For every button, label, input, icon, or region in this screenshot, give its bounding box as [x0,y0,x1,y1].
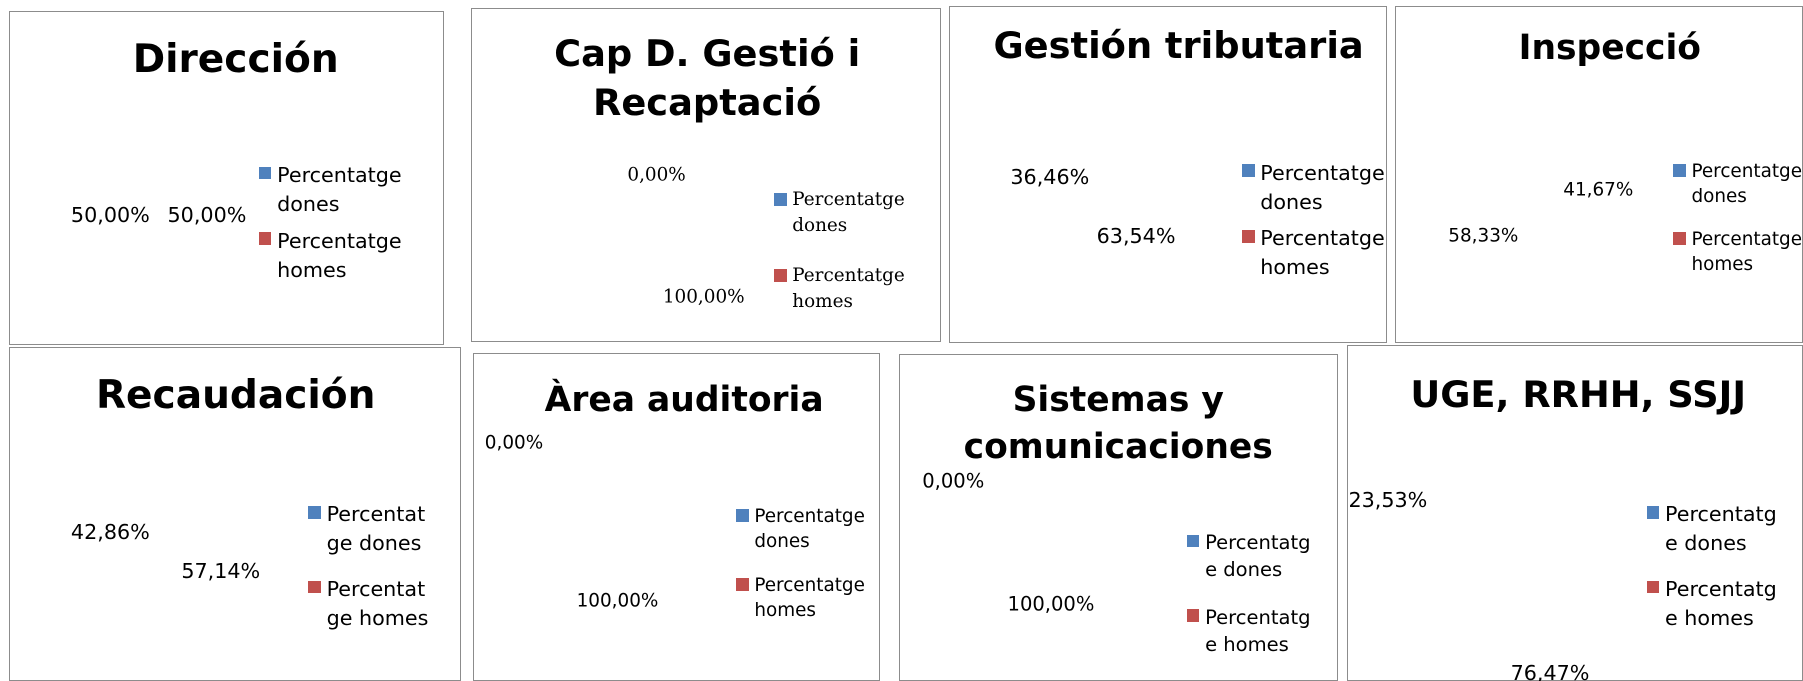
data-label: 100,00% [1007,592,1095,616]
chart-panel [472,353,880,681]
data-label: 0,00% [922,469,985,493]
legend-swatch [1241,229,1255,243]
legend-swatch [308,580,321,594]
chart-panel [9,347,462,681]
legend-label: Percentatge homes [792,265,905,313]
chart-title: Sistemas y comunicaciones [963,380,1273,467]
legend-swatch [773,193,787,206]
legend-label: Percentatge dones [754,505,865,553]
chart-panel [948,5,1387,343]
legend-label: Percentatge dones [792,189,905,237]
legend-swatch [773,269,787,282]
chart-panel [899,354,1339,681]
legend-swatch [1646,505,1660,519]
chart-title: Dirección [132,37,339,83]
legend-swatch [308,505,321,519]
legend-swatch [1673,232,1686,245]
chart-panel [9,11,444,345]
legend-swatch [1241,164,1255,178]
chart-title: Inspecció [1518,28,1701,69]
legend-label: Percentatge dones [1665,502,1777,556]
chart-title: UGE, RRHH, SSJJ [1410,373,1747,417]
legend-swatch [258,232,272,245]
data-label: 41,67% [1563,179,1634,201]
chart-title: Àrea auditoria [544,380,824,421]
legend-swatch [1673,164,1686,178]
data-label: 58,33% [1448,225,1519,247]
legend-label: Percentatge dones [1260,160,1385,214]
legend-label: Percentatge homes [1205,605,1311,657]
legend-label: Percentatge homes [277,228,402,282]
legend-swatch [1186,534,1200,548]
data-label: 63,54% [1096,223,1176,248]
legend-swatch [735,578,749,592]
data-label: 57,14% [181,559,261,584]
chart-title: Gestión tributaria [993,23,1364,67]
legend-swatch [1646,580,1660,594]
data-label: 0,00% [484,432,544,454]
data-label: 23,53% [1348,488,1428,513]
legend-label: Percentatge homes [1691,228,1803,276]
legend-swatch [258,166,272,180]
legend-label: Percentatge dones [277,162,402,216]
data-label: 50,00% [167,203,247,228]
legend-label: Percentatge homes [1665,576,1777,630]
chart-title: Cap D. Gestió i Recaptació [554,31,861,125]
data-label: 100,00% [662,286,745,308]
data-label: 100,00% [576,590,659,612]
legend-label: Percentatge dones [1691,160,1803,208]
data-label: 50,00% [70,203,150,228]
chart-panel [1394,5,1803,343]
data-label: 76,47% [1510,660,1590,681]
data-label: 42,86% [70,520,150,545]
data-label: 0,00% [627,164,686,186]
data-label: 36,46% [1010,165,1090,190]
legend-label: Percentatge dones [1205,530,1311,582]
chart-title: Recaudación [95,373,376,419]
legend-label: Percentatge homes [754,574,865,622]
chart-panel [471,8,941,342]
legend-swatch [735,509,749,523]
legend-label: Percentatge homes [1260,226,1385,280]
legend-swatch [1186,609,1200,623]
chart-panel [1346,344,1803,681]
legend-label: Percentatge homes [326,576,429,630]
legend-label: Percentatge dones [326,502,426,556]
